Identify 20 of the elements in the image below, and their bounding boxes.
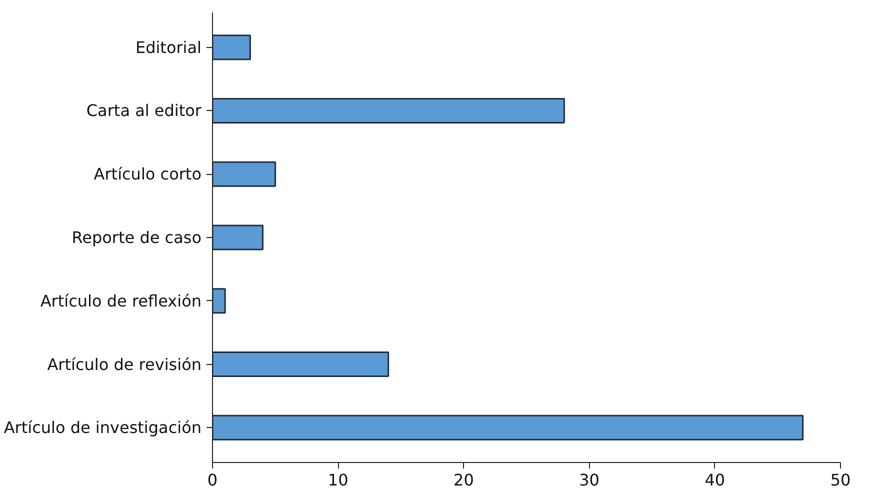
x-tick-label: 30	[579, 470, 600, 490]
bar	[212, 224, 264, 250]
y-tick-label: Artículo de reflexión	[40, 291, 202, 310]
y-tick-label: Artículo corto	[94, 164, 202, 184]
bar	[212, 288, 226, 314]
x-tick-label: 40	[704, 470, 726, 490]
x-tick-label: 20	[454, 470, 474, 490]
bar	[212, 34, 251, 60]
bar	[212, 414, 804, 440]
x-tick-label: 10	[328, 470, 348, 490]
bar	[212, 351, 390, 378]
x-tick-label: 0	[207, 470, 218, 490]
y-tick-label: Carta al editor	[86, 101, 202, 120]
x-tick-label: 50	[830, 470, 851, 490]
y-tick-label: Artículo de investigación	[4, 418, 202, 438]
bar	[212, 161, 276, 187]
bar	[212, 98, 565, 124]
y-tick-label: Artículo de revisión	[47, 354, 202, 374]
y-tick-label: Editorial	[135, 38, 202, 57]
y-tick-label: Reporte de caso	[72, 228, 202, 247]
